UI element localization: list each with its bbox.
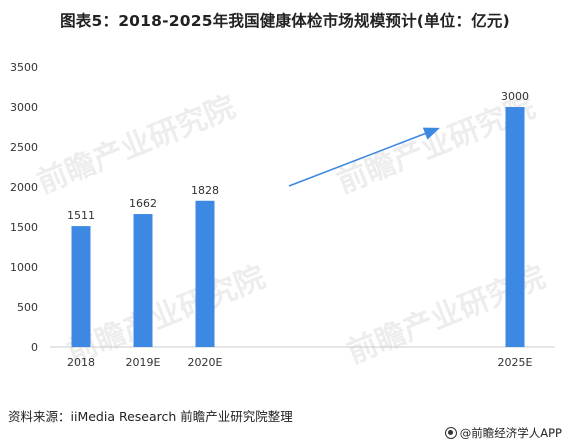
- bars: 1511 2018 1662 2019E 1828 2020E 3000 2025E: [67, 90, 533, 369]
- chart-title: 图表5：2018-2025年我国健康体检市场规模预计(单位：亿元): [60, 12, 510, 30]
- bar-2019E: [133, 214, 153, 347]
- x-tick-label: 2020E: [188, 356, 223, 369]
- data-label-2019E: 1662: [129, 197, 157, 210]
- trend-arrow: [288, 127, 440, 187]
- y-tick-label: 2500: [10, 141, 38, 154]
- bar-2025E: [505, 107, 525, 347]
- y-tick-label: 3500: [10, 61, 38, 74]
- y-axis: 0 500 1000 1500 2000 2500 3000 3500: [10, 61, 38, 354]
- brand-footer: @前瞻经济学人APP: [444, 425, 562, 441]
- y-tick-label: 1500: [10, 221, 38, 234]
- x-tick-label: 2019E: [126, 356, 161, 369]
- bar-2020E: [195, 200, 215, 347]
- y-tick-label: 0: [31, 341, 38, 354]
- y-tick-label: 2000: [10, 181, 38, 194]
- brand-label: @前瞻经济学人APP: [459, 426, 562, 440]
- x-tick-label: 2018: [67, 356, 95, 369]
- bar-chart: 0 500 1000 1500 2000 2500 3000 3500 1511 2018 166…: [10, 61, 555, 369]
- x-tick-label: 2025E: [498, 356, 533, 369]
- brand-logo-icon: [444, 427, 457, 439]
- source-note: 资料来源：iiMedia Research 前瞻产业研究院整理: [8, 409, 293, 424]
- y-tick-label: 1000: [10, 261, 38, 274]
- y-tick-label: 3000: [10, 101, 38, 114]
- data-label-2020E: 1828: [191, 184, 219, 197]
- y-tick-label: 500: [17, 301, 38, 314]
- data-label-2025E: 3000: [501, 90, 529, 103]
- data-label-2018: 1511: [67, 209, 95, 222]
- bar-2018: [71, 226, 91, 347]
